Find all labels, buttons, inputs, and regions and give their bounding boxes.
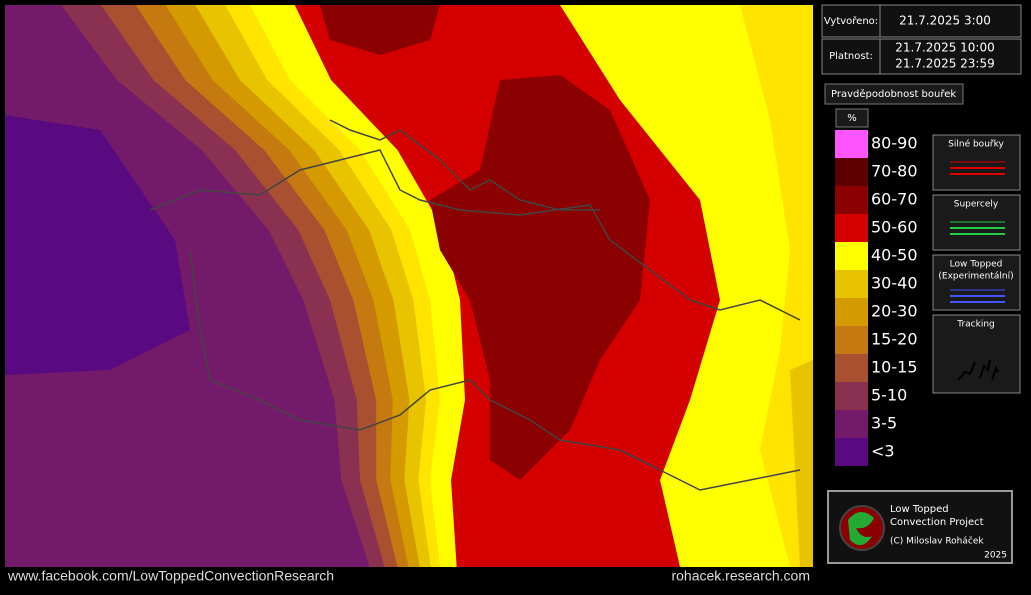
legend-swatch	[835, 270, 868, 298]
legend-swatch	[835, 410, 868, 438]
legend-label: 50-60	[871, 218, 918, 237]
unit-box	[835, 108, 869, 128]
map-band	[560, 5, 813, 567]
credit-line1: Low Topped	[890, 504, 949, 515]
credit-line2: Convection Project	[890, 517, 984, 528]
legend-swatch	[835, 354, 868, 382]
credit-line3: (C) Miloslav Roháček	[890, 536, 984, 547]
legend-swatch	[835, 186, 868, 214]
border	[149, 149, 801, 321]
valid-from: 21.7.2025 10:00	[895, 41, 994, 55]
track-icon	[957, 359, 999, 381]
legend-tab	[824, 83, 964, 105]
credit-year: 2025	[984, 551, 1007, 561]
legend-swatch	[835, 158, 868, 186]
valid-label: Platnost:	[829, 51, 873, 62]
legend-swatch	[835, 298, 868, 326]
legend-label: 20-30	[871, 302, 918, 321]
legend-label: 70-80	[871, 162, 918, 181]
track-label: (Experimentální)	[938, 272, 1013, 282]
legend-label: 15-20	[871, 330, 918, 349]
map-region	[430, 75, 650, 480]
legend-swatch	[835, 326, 868, 354]
valid-to: 21.7.2025 23:59	[895, 57, 994, 71]
track-box	[932, 314, 1021, 394]
legend-swatch	[835, 130, 868, 158]
track-label: Tracking	[956, 320, 994, 330]
map	[5, 5, 814, 567]
legend-swatch	[835, 382, 868, 410]
logo-swirl	[848, 511, 874, 546]
legend-unit: %	[847, 113, 857, 124]
track-label: Supercely	[954, 200, 999, 210]
legend-label: 80-90	[871, 134, 918, 153]
legend-label: 3-5	[871, 414, 897, 433]
box	[879, 38, 1022, 75]
map-region	[5, 115, 190, 375]
created-label: Vytvořeno:	[824, 15, 878, 27]
border	[189, 249, 801, 491]
legend-label: 60-70	[871, 190, 918, 209]
created: 21.7.2025 3:00	[899, 14, 991, 28]
footer-left: www.facebook.com/LowToppedConvectionRese…	[7, 568, 334, 584]
box	[821, 38, 881, 75]
border	[329, 119, 600, 211]
legend-label: 40-50	[871, 246, 918, 265]
legend-title: Pravděpodobnost bouřek	[831, 88, 956, 100]
legend-label: 10-15	[871, 358, 918, 377]
legend-label: 30-40	[871, 274, 918, 293]
track-box	[932, 254, 1021, 311]
box	[879, 4, 1022, 38]
map-region	[320, 5, 440, 55]
track-label: Silné bouřky	[948, 139, 1004, 150]
legend-label: <3	[871, 442, 895, 461]
legend-swatch	[835, 438, 868, 466]
map-band	[790, 360, 813, 567]
box	[821, 4, 881, 38]
footer-right: rohacek.research.com	[671, 568, 810, 584]
legend-swatch	[835, 242, 868, 270]
legend-swatch	[835, 214, 868, 242]
legend-label: 5-10	[871, 386, 907, 405]
track-label: Low Topped	[950, 260, 1003, 270]
